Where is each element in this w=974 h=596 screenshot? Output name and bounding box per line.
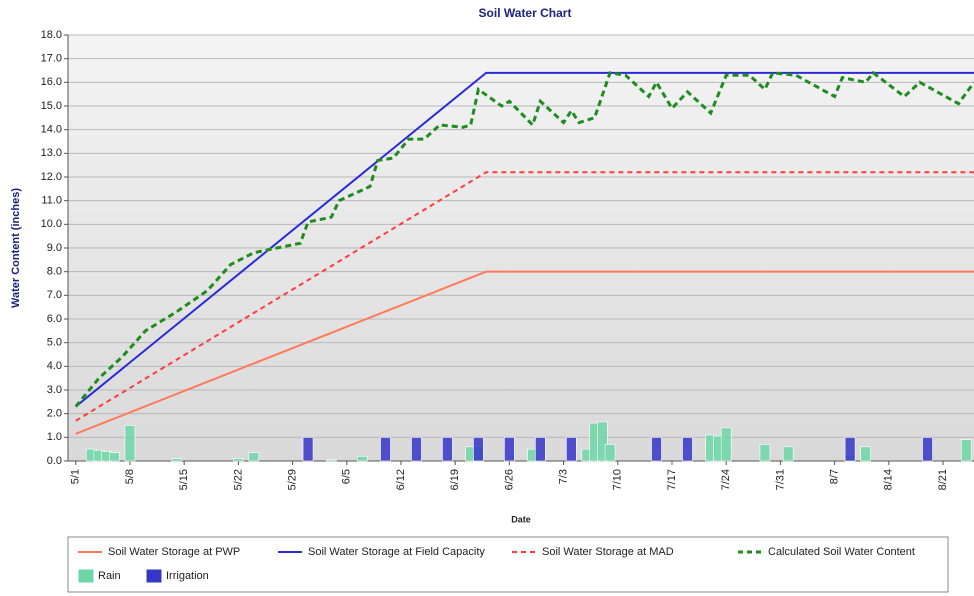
x-tick-label: 7/3 [557,469,569,484]
bar [682,437,693,462]
legend-label: Rain [98,570,121,582]
bar [442,437,453,462]
bar [411,437,422,462]
y-axis-title: Water Content (inches) [10,188,22,308]
x-tick-label: 7/24 [720,469,732,490]
y-tick-label: 2.0 [47,408,62,420]
legend-label: Irrigation [166,570,209,582]
bar [651,437,662,462]
y-tick-label: 7.0 [47,289,62,301]
bar [124,425,136,462]
bar [860,446,871,462]
x-tick-label: 6/12 [395,469,407,490]
bar [325,459,337,462]
series-line [75,71,974,408]
bar [782,446,794,462]
x-tick-label: 8/21 [937,469,949,490]
x-tick-label: 8/14 [883,469,895,490]
x-axis-title: Date [511,514,531,524]
x-tick-label: 7/17 [666,469,678,490]
series-line [75,270,974,435]
bar [302,437,314,462]
bar [504,437,515,462]
bar [473,437,484,462]
y-tick-label: 11.0 [41,195,62,207]
bar [566,437,577,462]
bar [720,427,732,462]
chart-title: Soil Water Chart [479,6,572,20]
y-tick-label: 3.0 [47,384,62,396]
y-tick-label: 18.0 [41,29,62,41]
bar [960,439,972,462]
series-line [75,171,974,422]
x-tick-label: 5/15 [178,469,190,490]
bar [356,455,368,462]
bar [535,437,546,462]
legend-swatch [145,568,163,584]
bar [759,444,771,462]
bar [844,437,856,462]
y-tick-label: 10.0 [41,218,62,230]
x-tick-label: 6/26 [503,469,515,490]
y-tick-label: 17.0 [41,53,62,65]
y-tick-label: 4.0 [47,360,62,372]
bar [171,458,182,462]
legend-label: Soil Water Storage at Field Capacity [308,546,485,558]
legend-label: Soil Water Storage at MAD [542,546,674,558]
legend-box [67,536,949,593]
y-tick-label: 6.0 [47,313,62,325]
x-tick-label: 5/29 [286,469,298,490]
y-tick-label: 15.0 [41,100,62,112]
y-tick-label: 12.0 [41,171,62,183]
legend-label: Calculated Soil Water Content [768,546,915,558]
bar [380,437,391,462]
bar [922,437,933,462]
x-tick-label: 5/22 [232,469,244,490]
x-tick-label: 5/1 [70,469,82,484]
y-tick-label: 14.0 [41,124,62,136]
legend-swatch [77,568,95,584]
y-tick-label: 5.0 [47,337,62,349]
x-tick-label: 6/19 [449,469,461,490]
legend-label: Soil Water Storage at PWP [108,546,240,558]
bar [597,421,608,462]
y-tick-label: 13.0 [41,147,62,159]
y-tick-label: 1.0 [47,431,62,443]
x-tick-label: 7/10 [612,469,624,490]
y-tick-label: 9.0 [47,242,62,254]
bar [233,458,244,462]
x-tick-label: 6/5 [341,469,353,484]
x-tick-label: 8/7 [829,469,841,484]
y-tick-label: 16.0 [41,76,62,88]
y-tick-label: 0.0 [47,455,62,467]
series-line [74,70,974,408]
x-tick-label: 5/8 [124,469,136,484]
bar [248,452,260,462]
bar [109,452,120,462]
x-tick-label: 7/31 [774,469,786,490]
bar [604,444,616,462]
y-tick-label: 8.0 [47,266,62,278]
